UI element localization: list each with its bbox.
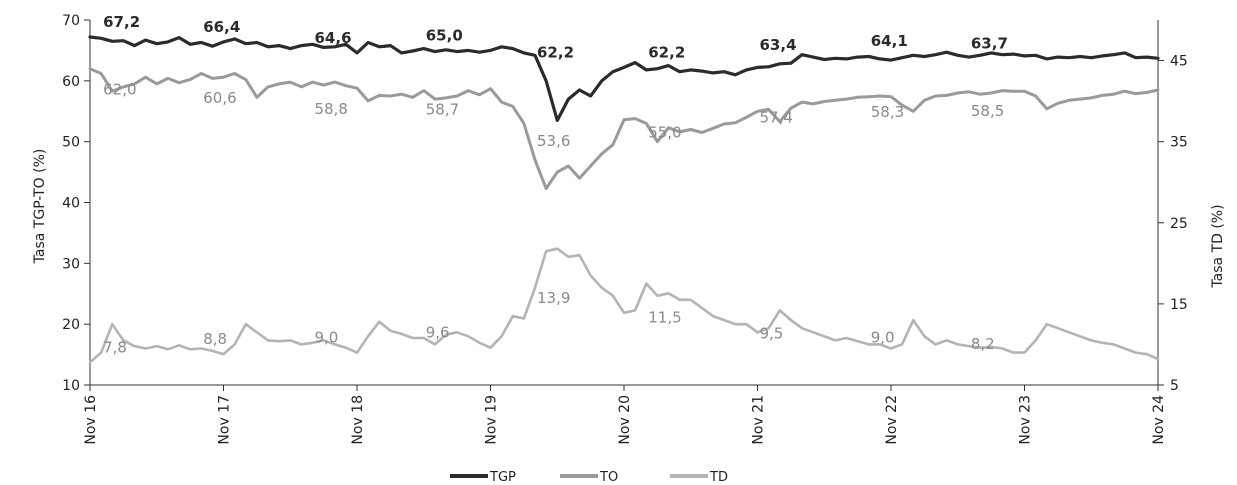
y-axis-right-title: Tasa TD (%) xyxy=(1210,204,1226,288)
series-line-tgp xyxy=(88,35,1160,122)
legend-label-to: TO xyxy=(599,470,618,485)
data-label-td: 11,5 xyxy=(648,308,681,326)
data-label-tgp: 63,7 xyxy=(971,34,1008,52)
x-tick-label: Nov 16 xyxy=(83,395,99,445)
data-label-tgp: 67,2 xyxy=(103,13,140,31)
data-label-to: 58,8 xyxy=(315,100,348,118)
data-label-td: 9,0 xyxy=(315,329,339,347)
data-label-tgp: 64,1 xyxy=(871,32,908,50)
data-label-tgp: 65,0 xyxy=(426,26,463,44)
data-label-td: 13,9 xyxy=(537,289,570,307)
legend: TGP TO TD xyxy=(450,470,728,485)
data-label-to: 58,5 xyxy=(971,102,1004,120)
data-label-to: 58,3 xyxy=(871,103,904,121)
y-left-tick-label: 30 xyxy=(62,256,80,272)
data-label-td: 9,0 xyxy=(871,329,895,347)
data-label-tgp: 63,4 xyxy=(760,36,797,54)
series-line-td xyxy=(88,247,1160,364)
y-right-tick-label: 5 xyxy=(1170,378,1179,394)
legend-label-td: TD xyxy=(709,470,728,485)
y-axis-left-title: Tasa TGP-TO (%) xyxy=(32,149,48,265)
y-left-tick-label: 50 xyxy=(62,135,80,151)
x-tick-label: Nov 19 xyxy=(484,395,500,445)
data-label-td: 7,8 xyxy=(103,338,127,356)
data-label-to: 62,0 xyxy=(103,81,136,99)
series-line-to xyxy=(88,67,1160,190)
x-tick-label: Nov 17 xyxy=(217,395,233,445)
data-label-tgp: 66,4 xyxy=(203,18,240,36)
data-label-tgp: 64,6 xyxy=(315,29,352,47)
data-label-to: 55,0 xyxy=(648,123,681,141)
annotations-layer: 67,2 66,4 64,6 65,0 62,2 62,2 63,4 64,1 63,7 62,0… xyxy=(103,13,1008,356)
data-label-to: 57,4 xyxy=(760,109,793,127)
x-tick-label: Nov 20 xyxy=(617,395,633,445)
x-tick-label: Nov 23 xyxy=(1018,395,1034,445)
y-left-tick-label: 20 xyxy=(62,317,80,333)
data-label-td: 8,2 xyxy=(971,335,995,353)
y-left-tick-label: 60 xyxy=(62,74,80,90)
y-right-tick-label: 45 xyxy=(1170,54,1188,70)
data-label-to: 53,6 xyxy=(537,132,570,150)
y-left-tick-label: 70 xyxy=(62,13,80,29)
axes-layer: 10 20 30 40 50 60 70 5 15 25 35 45 Nov 16 Nov 17 Nov 1… xyxy=(62,13,1188,445)
legend-label-tgp: TGP xyxy=(489,470,516,485)
data-label-td: 9,5 xyxy=(760,325,784,343)
data-label-to: 58,7 xyxy=(426,101,459,119)
x-tick-label: Nov 22 xyxy=(884,395,900,445)
x-tick-label: Nov 24 xyxy=(1151,395,1167,445)
x-tick-label: Nov 18 xyxy=(350,395,366,445)
data-label-to: 60,6 xyxy=(203,89,236,107)
y-left-tick-label: 40 xyxy=(62,196,80,212)
data-label-td: 8,8 xyxy=(203,330,227,348)
data-label-tgp: 62,2 xyxy=(537,43,574,61)
y-right-tick-label: 35 xyxy=(1170,135,1188,151)
data-label-tgp: 62,2 xyxy=(648,43,685,61)
x-tick-label: Nov 21 xyxy=(751,395,767,445)
series-lines-layer xyxy=(88,35,1160,364)
y-left-tick-label: 10 xyxy=(62,378,80,394)
data-label-td: 9,6 xyxy=(426,324,450,342)
y-right-tick-label: 15 xyxy=(1170,297,1188,313)
y-right-tick-label: 25 xyxy=(1170,216,1188,232)
